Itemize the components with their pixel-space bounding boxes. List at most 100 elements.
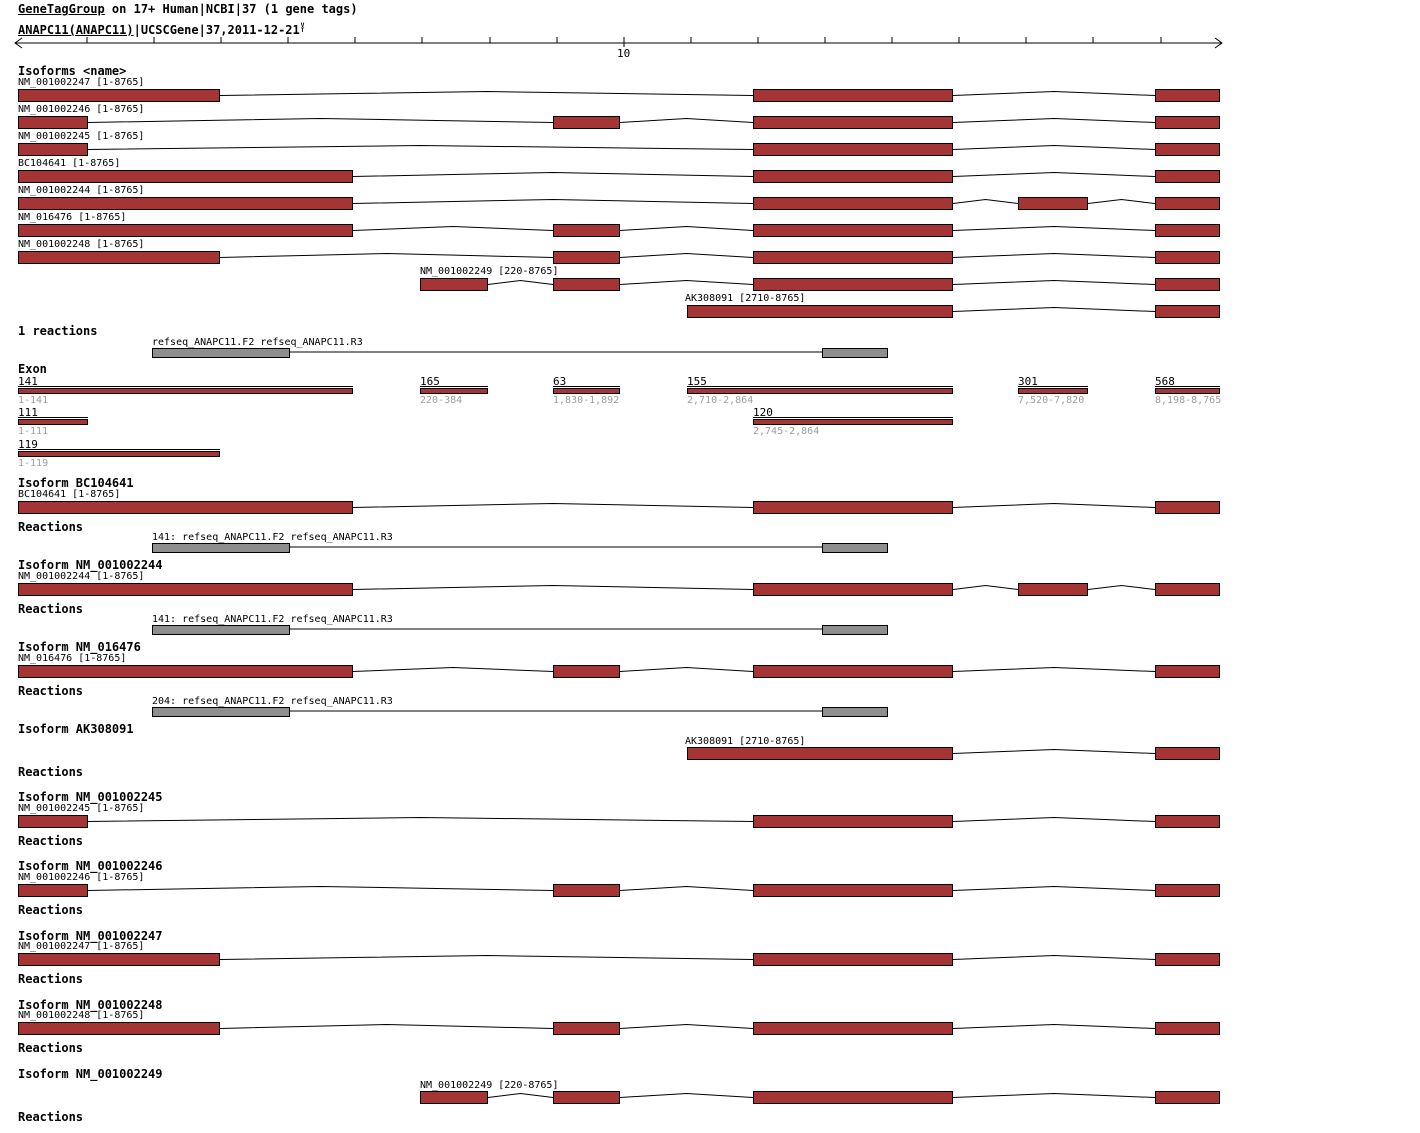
exon-box[interactable]	[1018, 583, 1088, 596]
exon-box[interactable]	[18, 953, 220, 966]
exon-box[interactable]	[1155, 884, 1220, 897]
intron-line	[87, 144, 754, 150]
exon-underline	[553, 386, 620, 387]
exon-bar[interactable]	[753, 419, 953, 425]
exon-box[interactable]	[1155, 251, 1220, 264]
reaction-box[interactable]	[152, 348, 290, 358]
feature-label: NM_016476 [1-8765]	[18, 212, 127, 223]
exon-box[interactable]	[18, 224, 353, 237]
intron-line	[952, 666, 1156, 672]
reaction-box[interactable]	[822, 543, 888, 553]
intron-line	[952, 90, 1156, 96]
exon-underline	[18, 417, 88, 418]
exon-box[interactable]	[753, 815, 953, 828]
exon-bar[interactable]	[420, 388, 488, 394]
exon-box[interactable]	[1155, 170, 1220, 183]
exon-bar[interactable]	[18, 419, 88, 425]
exon-box[interactable]	[1155, 224, 1220, 237]
intron-line	[219, 252, 554, 258]
exon-box[interactable]	[18, 116, 88, 129]
exon-box[interactable]	[753, 953, 953, 966]
exon-bar[interactable]	[18, 451, 220, 457]
exon-underline	[687, 386, 953, 387]
exon-bar[interactable]	[18, 388, 353, 394]
exon-box[interactable]	[553, 1091, 620, 1104]
reaction-box[interactable]	[822, 348, 888, 358]
exon-box[interactable]	[18, 665, 353, 678]
exon-length-label: 63	[553, 375, 567, 388]
exon-box[interactable]	[18, 815, 88, 828]
feature-label: NM_001002244 [1-8765]	[18, 185, 145, 196]
exon-length-label: 155	[687, 375, 707, 388]
exon-box[interactable]	[687, 305, 953, 318]
exon-box[interactable]	[18, 884, 88, 897]
intron-line	[952, 502, 1156, 508]
exon-box[interactable]	[18, 583, 353, 596]
section-heading: Isoform NM_001002247	[18, 929, 163, 943]
exon-box[interactable]	[1155, 89, 1220, 102]
exon-box[interactable]	[18, 501, 353, 514]
exon-box[interactable]	[1155, 665, 1220, 678]
exon-box[interactable]	[753, 665, 953, 678]
exon-box[interactable]	[687, 747, 953, 760]
exon-box[interactable]	[1155, 278, 1220, 291]
exon-box[interactable]	[1155, 815, 1220, 828]
exon-length-label: 120	[753, 406, 773, 419]
exon-box[interactable]	[1155, 1022, 1220, 1035]
exon-box[interactable]	[553, 116, 620, 129]
intron-line	[352, 502, 754, 508]
exon-box[interactable]	[753, 251, 953, 264]
exon-box[interactable]	[553, 224, 620, 237]
exon-box[interactable]	[553, 884, 620, 897]
exon-box[interactable]	[1018, 197, 1088, 210]
exon-box[interactable]	[1155, 583, 1220, 596]
reaction-box[interactable]	[152, 625, 290, 635]
exon-box[interactable]	[753, 89, 953, 102]
intron-line	[1087, 584, 1156, 590]
exon-box[interactable]	[1155, 953, 1220, 966]
exon-bar[interactable]	[687, 388, 953, 394]
exon-box[interactable]	[753, 116, 953, 129]
exon-box[interactable]	[18, 170, 353, 183]
exon-box[interactable]	[753, 197, 953, 210]
exon-box[interactable]	[1155, 197, 1220, 210]
exon-box[interactable]	[18, 89, 220, 102]
exon-box[interactable]	[753, 1091, 953, 1104]
exon-box[interactable]	[753, 224, 953, 237]
exon-box[interactable]	[753, 501, 953, 514]
exon-bar[interactable]	[1018, 388, 1088, 394]
gene-tag-group-link[interactable]: GeneTagGroup	[18, 2, 105, 16]
reaction-box[interactable]	[152, 707, 290, 717]
exon-box[interactable]	[553, 665, 620, 678]
reaction-box[interactable]	[822, 625, 888, 635]
reaction-box[interactable]	[152, 543, 290, 553]
exon-box[interactable]	[753, 170, 953, 183]
exon-box[interactable]	[1155, 305, 1220, 318]
exon-box[interactable]	[18, 197, 353, 210]
exon-bar[interactable]	[553, 388, 620, 394]
exon-box[interactable]	[1155, 1091, 1220, 1104]
exon-box[interactable]	[753, 143, 953, 156]
exon-box[interactable]	[553, 1022, 620, 1035]
intron-line	[952, 1023, 1156, 1029]
exon-box[interactable]	[753, 278, 953, 291]
gene-link[interactable]: ANAPC11(ANAPC11)	[18, 23, 134, 37]
exon-box[interactable]	[18, 251, 220, 264]
exon-box[interactable]	[18, 1022, 220, 1035]
exon-box[interactable]	[553, 278, 620, 291]
exon-box[interactable]	[1155, 501, 1220, 514]
exon-box[interactable]	[1155, 143, 1220, 156]
exon-box[interactable]	[553, 251, 620, 264]
exon-box[interactable]	[753, 884, 953, 897]
exon-box[interactable]	[420, 1091, 488, 1104]
exon-box[interactable]	[1155, 116, 1220, 129]
exon-box[interactable]	[420, 278, 488, 291]
exon-bar[interactable]	[1155, 388, 1220, 394]
intron-line	[952, 117, 1156, 123]
exon-box[interactable]	[1155, 747, 1220, 760]
exon-box[interactable]	[753, 583, 953, 596]
reaction-box[interactable]	[822, 707, 888, 717]
exon-box[interactable]	[753, 1022, 953, 1035]
exon-box[interactable]	[18, 143, 88, 156]
